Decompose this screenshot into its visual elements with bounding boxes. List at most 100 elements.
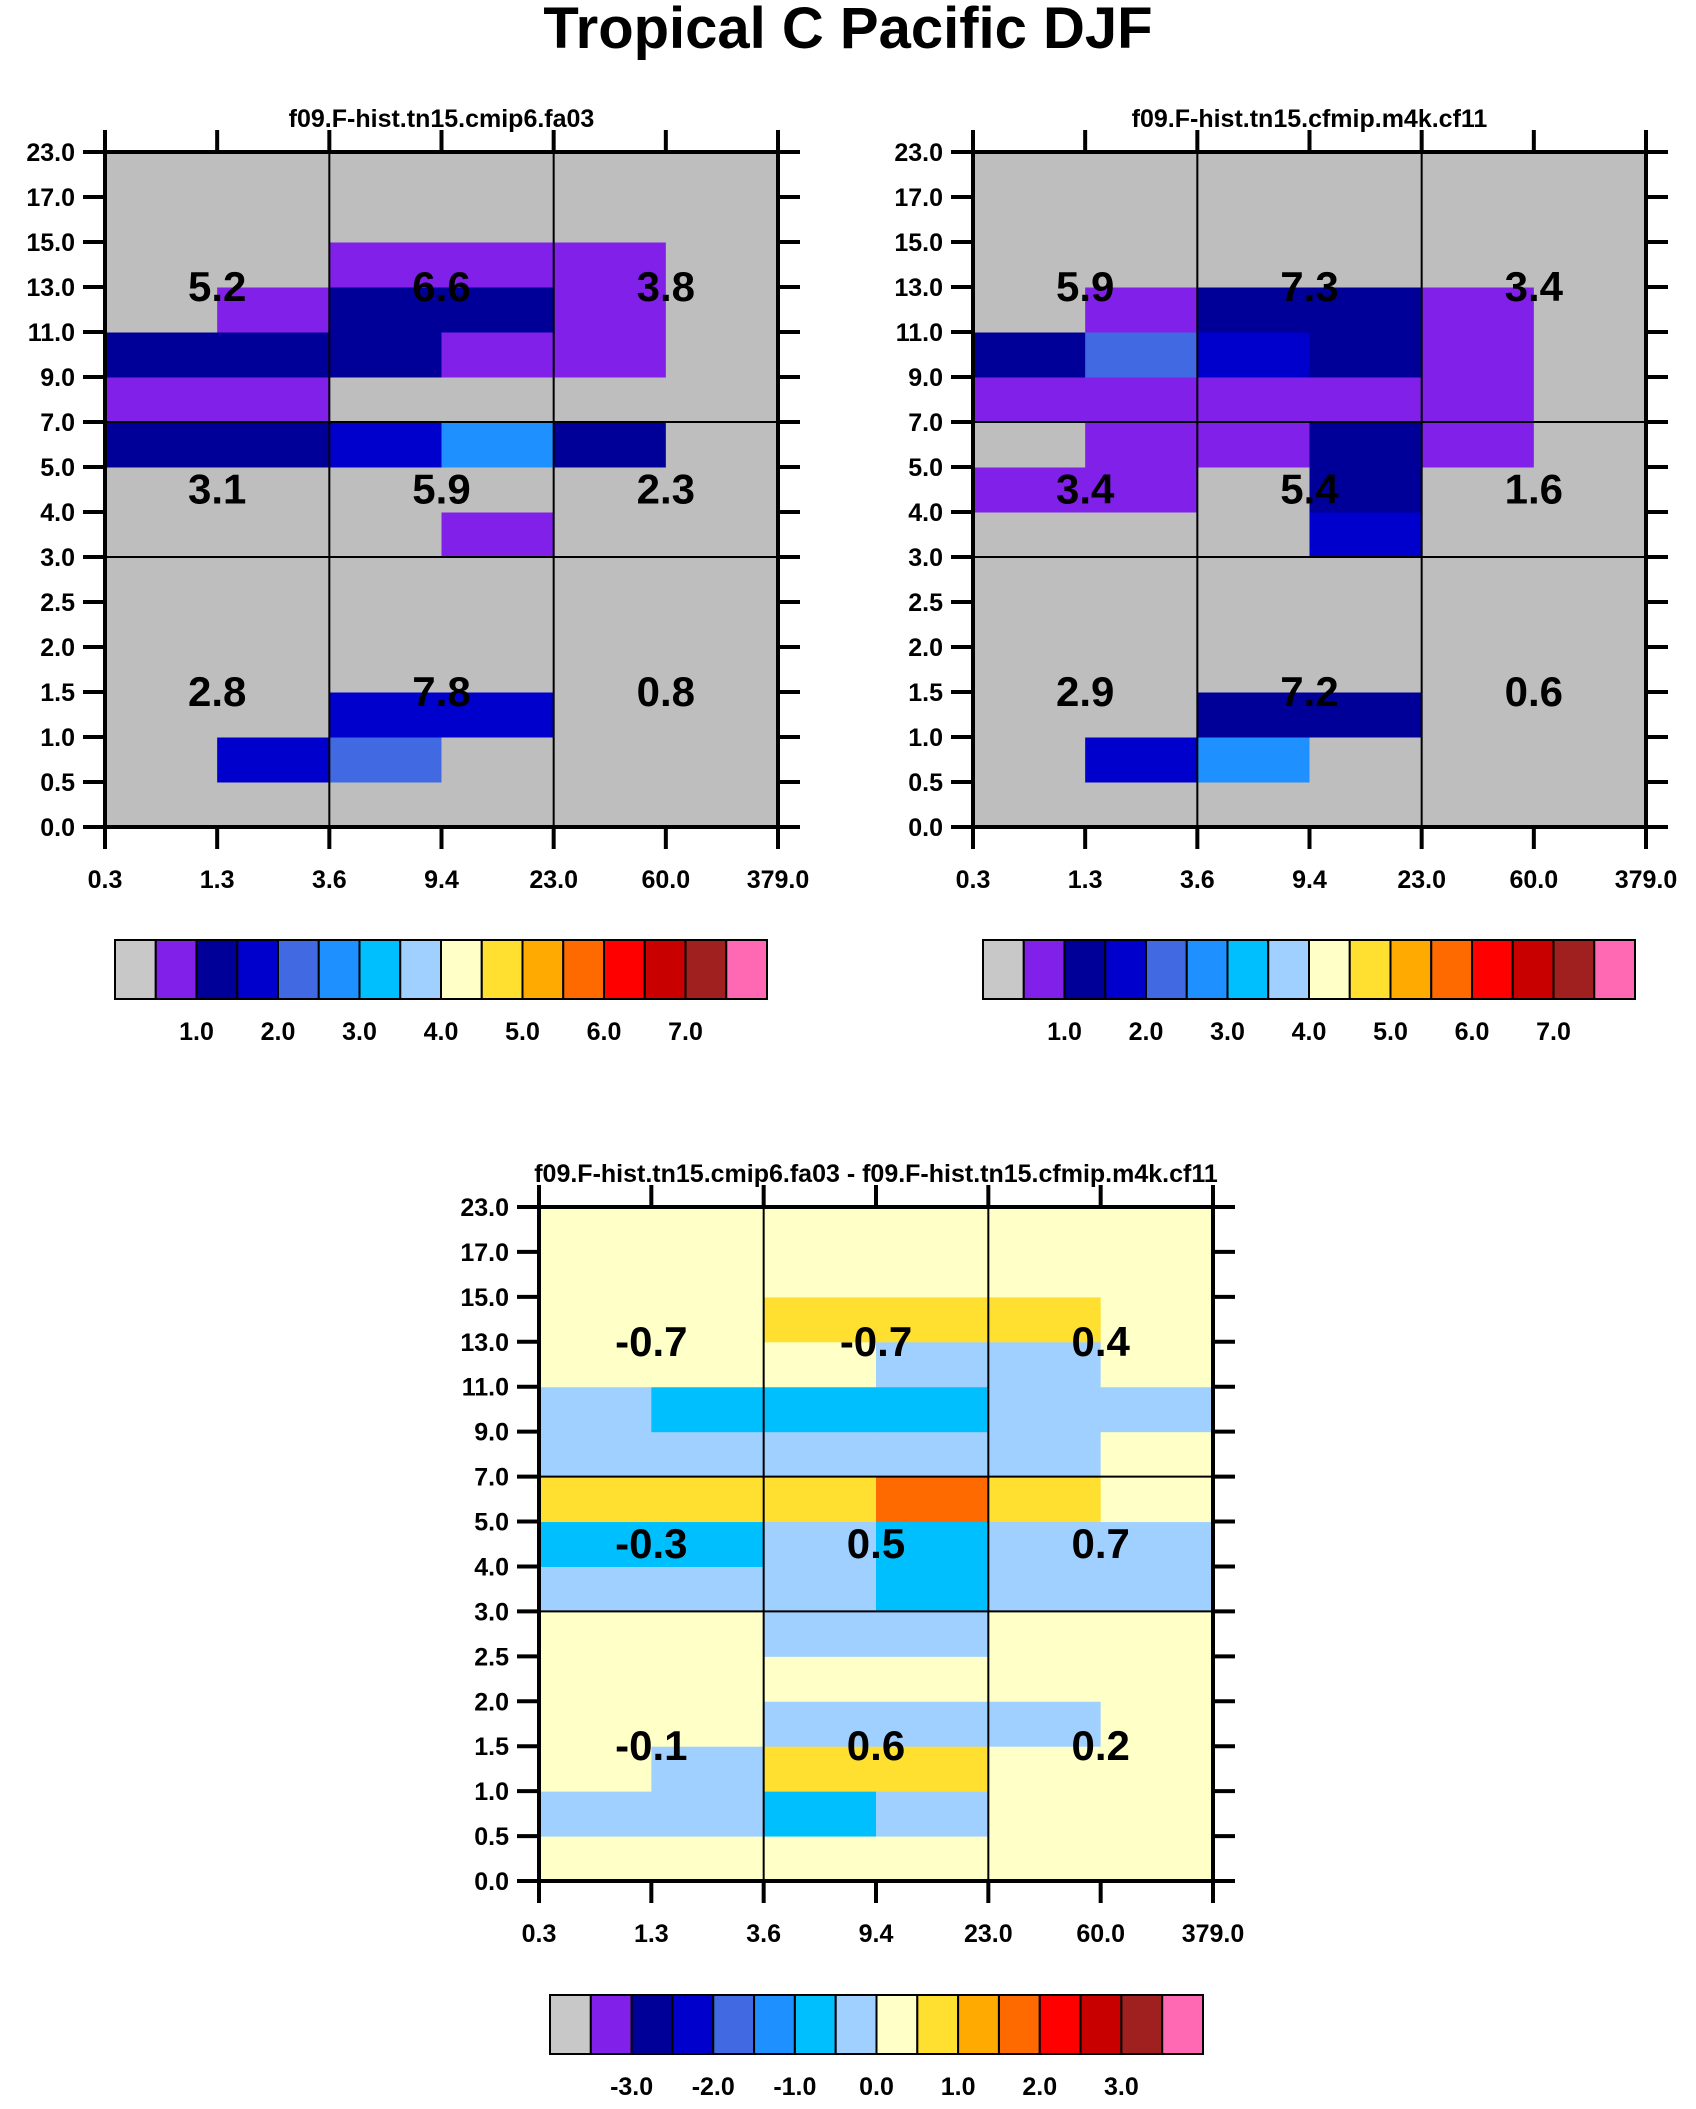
colorbar-label: 5.0 (505, 1018, 540, 1046)
y-tick-label: 9.0 (908, 364, 943, 392)
heatmap-cell (763, 1701, 877, 1747)
heatmap-cell (553, 197, 667, 243)
region-value-label: 5.9 (412, 466, 470, 513)
y-tick-label: 4.0 (40, 499, 75, 527)
heatmap-cell (876, 1746, 989, 1792)
colorbar-label: 7.0 (668, 1018, 703, 1046)
colorbar-label: -2.0 (692, 2073, 735, 2101)
colorbar-label: 7.0 (1536, 1018, 1571, 1046)
heatmap-cell (651, 1566, 765, 1612)
colorbar-box (1022, 939, 1066, 1000)
panel-title: f09.F-hist.tn15.cmip6.fa03 (289, 105, 595, 133)
heatmap-cell (329, 242, 442, 288)
region-value-label: 3.8 (637, 263, 695, 310)
heatmap-cell (1309, 377, 1423, 423)
region-value-label: -0.1 (615, 1722, 687, 1769)
heatmap-cell (105, 647, 218, 693)
heatmap-cell (1085, 467, 1198, 513)
region-value-label: 0.5 (847, 1520, 905, 1567)
colorbar-box (317, 939, 361, 1000)
heatmap-cell (665, 782, 779, 828)
y-tick-label: 7.0 (474, 1464, 509, 1492)
region-value-label: 2.3 (637, 466, 695, 513)
colorbar-box (399, 939, 442, 1000)
y-tick-label: 23.0 (26, 139, 75, 167)
region-value-label: -0.7 (840, 1318, 912, 1365)
x-tick-label: 379.0 (1182, 1920, 1245, 1948)
y-tick-label: 1.5 (908, 679, 943, 707)
y-tick-label: 2.0 (474, 1688, 509, 1716)
heatmap-cell (1197, 377, 1310, 423)
colorbar-box (1145, 939, 1188, 1000)
colorbar-box (712, 1994, 756, 2055)
heatmap-cell (651, 1431, 765, 1478)
heatmap-cell (1085, 287, 1198, 333)
heatmap-cell (763, 1386, 877, 1433)
y-tick-label: 3.0 (908, 544, 943, 572)
region-value-label: 0.8 (637, 668, 695, 715)
heatmap-cell (217, 242, 330, 288)
heatmap-cell (763, 1207, 877, 1253)
x-tick-label: 9.4 (424, 866, 459, 894)
heatmap-cell (876, 1296, 989, 1343)
y-tick-label: 17.0 (460, 1239, 509, 1267)
heatmap-cell (539, 1207, 652, 1253)
y-tick-label: 13.0 (26, 274, 75, 302)
heatmap-cell (1421, 602, 1535, 648)
colorbar-box (793, 1994, 837, 2055)
heatmap-cell (329, 647, 442, 693)
y-tick-label: 1.5 (474, 1733, 509, 1761)
region-value-label: 7.8 (412, 668, 470, 715)
heatmap-cell (763, 1296, 877, 1343)
heatmap-cell (553, 467, 667, 513)
region-value-label: 2.9 (1056, 668, 1114, 715)
y-tick-label: 1.5 (40, 679, 75, 707)
region-value-label: -0.7 (615, 1318, 687, 1365)
x-tick-label: 0.3 (956, 866, 991, 894)
y-tick-label: 2.0 (40, 634, 75, 662)
heatmap-cell (988, 1791, 1102, 1837)
heatmap-cell (217, 332, 330, 378)
heatmap-cell (1421, 152, 1535, 198)
colorbar-box (957, 1994, 1000, 2055)
heatmap-cell (1197, 287, 1310, 333)
heatmap-cell (441, 692, 555, 738)
heatmap-cell (876, 1251, 989, 1298)
heatmap-cell (1085, 512, 1198, 558)
heatmap-cell (1197, 647, 1310, 693)
heatmap-cell (1197, 152, 1310, 198)
region-value-label: 3.4 (1505, 263, 1564, 310)
heatmap-cell (973, 242, 1086, 288)
heatmap-cell (1309, 287, 1423, 333)
heatmap-cell (876, 1431, 989, 1478)
heatmap-cell (329, 602, 442, 648)
heatmap-cell (651, 1476, 765, 1523)
heatmap-cell (1309, 557, 1423, 603)
heatmap-cell (1197, 602, 1310, 648)
heatmap-cell (1309, 467, 1423, 513)
heatmap-cell (1100, 1611, 1214, 1657)
heatmap-cell (1421, 242, 1535, 288)
colorbar-box (154, 939, 198, 1000)
colorbar-box (725, 939, 768, 1000)
region-value-label: 7.2 (1280, 668, 1338, 715)
y-tick-label: 9.0 (474, 1419, 509, 1447)
heatmap-cell (1100, 1656, 1214, 1702)
heatmap-cell (1421, 557, 1535, 603)
heatmap-cell (665, 512, 779, 558)
heatmap-cell (539, 1656, 652, 1702)
heatmap-cell (1197, 737, 1310, 783)
region-value-label: 2.8 (188, 668, 246, 715)
heatmap-cell (1197, 557, 1310, 603)
colorbar-box (1389, 939, 1433, 1000)
x-tick-label: 1.3 (634, 1920, 669, 1948)
heatmap-cell (1085, 422, 1198, 468)
heatmap-cell (1100, 1341, 1214, 1388)
region-value-label: 6.6 (412, 263, 470, 310)
heatmap-cell (217, 287, 330, 333)
heatmap-cell (539, 1611, 652, 1657)
colorbar-label: 4.0 (424, 1018, 459, 1046)
colorbar-box (589, 1994, 633, 2055)
heatmap-cell (441, 512, 555, 558)
heatmap-cell (553, 692, 667, 738)
